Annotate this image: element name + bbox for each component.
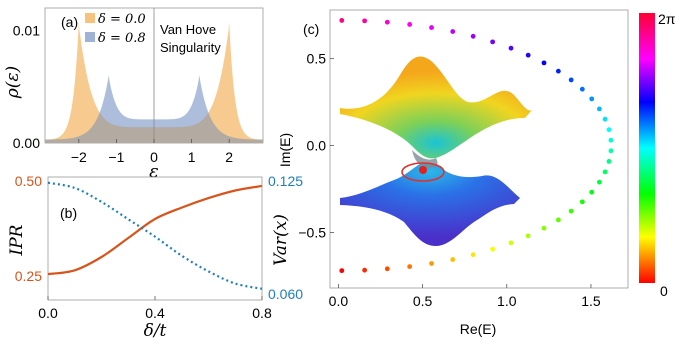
spectrum-point	[362, 18, 368, 24]
spectrum-point	[525, 52, 531, 58]
panel-b-y2tick-label: 0.060	[268, 286, 303, 302]
spectrum-point	[450, 29, 456, 34]
series-ipr-line	[47, 184, 263, 276]
legend-label-delta-08: δ = 0.8	[98, 31, 146, 46]
spectrum-point	[490, 246, 496, 252]
spectrum-point	[525, 233, 531, 239]
panel-c-ytick-label: 0.0	[307, 138, 327, 154]
exceptional-point-marker	[419, 166, 427, 174]
panel-b-y2ticks: 0.060 0.125	[268, 173, 303, 302]
spectrum-point	[608, 148, 614, 154]
series-var-line	[47, 181, 263, 290]
legend-swatch-delta-0	[85, 13, 95, 23]
spectrum-point	[589, 189, 595, 195]
panel-a-label: (a)	[61, 14, 78, 30]
spectrum-point	[596, 179, 602, 185]
panel-b-ytick-label: 0.25	[15, 268, 42, 284]
panel-c-ytick-label: −0.5	[298, 224, 326, 240]
spectrum-point	[541, 60, 547, 66]
spectrum-point	[579, 86, 585, 92]
panel-a: −2 −1 0 1 2 0.00 0.01 (a) δ = 0.0 δ = 0.8 Van…	[3, 7, 264, 182]
spectrum-point	[541, 225, 547, 231]
spectrum-point	[602, 116, 608, 122]
spectrum-point	[339, 268, 345, 274]
legend-swatch-delta-08	[85, 32, 95, 42]
panel-b-ytick-label: 0.50	[15, 173, 42, 189]
spectrum-point	[606, 127, 612, 133]
panel-a-xtick-label: 0	[150, 149, 158, 165]
panel-c-ytick-label: 0.5	[307, 51, 327, 67]
spectrum-point	[508, 240, 514, 246]
spectrum-point	[407, 22, 413, 27]
spectrum-point	[602, 169, 608, 175]
spectrum-point	[555, 68, 561, 74]
spectrum-point	[596, 106, 602, 112]
spectrum-point	[362, 267, 368, 273]
panel-a-xtick-label: −1	[108, 149, 124, 165]
panel-c-xticks: 0.0 0.5 1.0 1.5	[329, 284, 601, 309]
panel-c-xtick-label: 1.0	[497, 293, 517, 309]
spectrum-point	[568, 208, 574, 214]
panel-a-yticks: 0.00 0.01	[13, 23, 40, 152]
upper-band-surface	[340, 56, 532, 159]
panel-a-xticks: −2 −1 0 1 2	[71, 139, 233, 165]
colorbar-max-label: 2π	[658, 11, 676, 27]
panel-c-xlabel: Re(E)	[460, 321, 497, 337]
panel-b-xtick-label: 0.0	[38, 305, 58, 321]
panel-b: (b) 0.0 0.4 0.8 0.25 0.50 0.060 0.125 IPR Va…	[7, 173, 303, 341]
panel-b-y2label: Var(x)	[271, 214, 291, 266]
panel-b-ylabel: IPR	[7, 224, 27, 256]
panel-c-frame	[329, 9, 629, 289]
panel-b-label: (b)	[60, 205, 77, 221]
panel-c-xtick-label: 0.5	[413, 293, 433, 309]
panel-b-xticks: 0.0 0.4 0.8	[38, 296, 272, 321]
spectrum-point	[579, 199, 585, 205]
colorbar-min-label: 0	[660, 283, 668, 299]
spectrum-point	[470, 33, 476, 39]
colorbar	[639, 13, 655, 283]
spectrum-point	[384, 266, 390, 272]
spectrum-point	[470, 252, 476, 258]
panel-b-yticks: 0.25 0.50	[15, 173, 42, 284]
legend-label-delta-0: δ = 0.0	[98, 12, 146, 27]
panel-c: (c) 0.0 0.5 1.0 1.5 −0.50.00.5 Im(E) Re(E) …	[277, 9, 676, 337]
panel-b-frame	[47, 176, 263, 301]
panel-a-xlabel: ε	[149, 161, 159, 182]
panel-a-ylabel: ρ(ε)	[3, 66, 23, 99]
spectrum-point	[606, 159, 612, 164]
panel-c-yticks: −0.5 0.0 0.5	[298, 51, 334, 240]
spectrum-point	[384, 19, 390, 25]
panel-b-xlabel: δ/t	[144, 321, 167, 341]
spectrum-point	[508, 45, 514, 51]
spectrum-point	[339, 18, 345, 23]
spectrum-point	[429, 261, 434, 266]
panel-c-label: (c)	[303, 21, 319, 37]
series-delta-0-area	[45, 22, 263, 144]
lower-band-surface	[340, 163, 520, 246]
panel-a-xtick-label: 1	[188, 149, 196, 165]
panel-a-xtick-label: −2	[71, 149, 87, 165]
encircling-loop	[401, 162, 445, 182]
spectrum-point	[589, 96, 595, 102]
panel-a-ytick-label: 0.00	[13, 135, 40, 151]
spectrum-point	[490, 39, 496, 45]
panel-c-xtick-label: 0.0	[329, 293, 349, 309]
spectrum-point	[450, 257, 456, 262]
panel-b-xtick-label: 0.8	[252, 305, 272, 321]
spectrum-point	[568, 77, 574, 83]
panel-c-xtick-label: 1.5	[581, 293, 601, 309]
annotation-van-hove: Van Hove Singularity	[160, 22, 221, 55]
panel-a-ytick-label: 0.01	[13, 23, 40, 39]
panel-b-xtick-label: 0.4	[145, 305, 165, 321]
panel-b-y2tick-label: 0.125	[268, 173, 303, 189]
spectrum-points	[339, 18, 614, 274]
spectrum-point	[608, 137, 614, 143]
spectrum-point	[407, 264, 413, 269]
spectrum-point	[555, 217, 561, 223]
panel-c-ylabel: Im(E)	[277, 133, 293, 167]
spectrum-point	[429, 25, 434, 30]
panel-a-xtick-label: 2	[225, 149, 233, 165]
